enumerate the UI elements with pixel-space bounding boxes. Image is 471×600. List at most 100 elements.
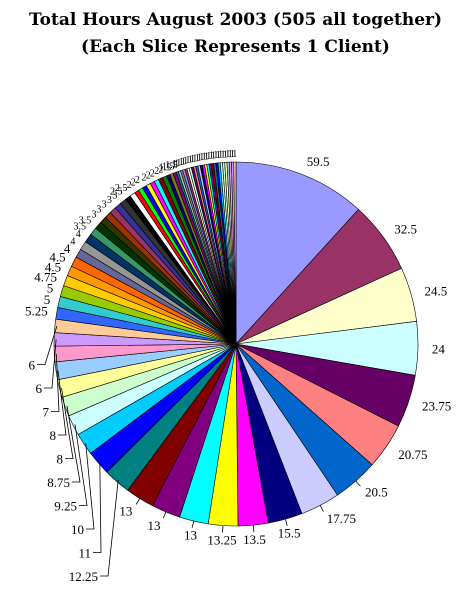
slice-value-label: 17.75 [327, 511, 356, 526]
leader-line [51, 353, 60, 412]
slice-value-label: 2 [127, 180, 132, 191]
leader-line [74, 424, 88, 506]
leader-line [252, 525, 255, 533]
slice-value-label: 13 [148, 518, 161, 533]
slice-value-label: 1 [232, 149, 237, 160]
slice-value-label: 59.5 [307, 154, 330, 169]
slice-value-label: 1 [172, 159, 177, 170]
slice-value-label: 13 [119, 503, 132, 518]
slice-value-label: 8.75 [47, 475, 70, 490]
chart-title: Total Hours August 2003 (505 all togethe… [28, 10, 443, 30]
leader-line [93, 461, 102, 553]
slice-value-label: 13.25 [207, 533, 236, 548]
slice-value-label: 4 [70, 237, 75, 248]
slice-value-label: 1 [197, 153, 202, 164]
slice-value-label: 1 [195, 153, 200, 164]
slice-value-label: 23.75 [422, 399, 451, 414]
slice-value-label: 3 [107, 195, 112, 206]
slice-value-label: 2 [131, 177, 136, 188]
slice-value-label: 1 [179, 157, 184, 168]
slice-value-label: 9.25 [54, 499, 77, 514]
slice-value-label: 1 [206, 151, 211, 162]
slice-value-label: 1 [185, 155, 190, 166]
slice-value-label: 3 [92, 210, 97, 221]
slice-value-label: 2 [142, 173, 147, 184]
slice-value-label: 1 [202, 152, 207, 163]
slice-value-label: 1 [204, 151, 209, 162]
slice-value-label: 1 [218, 150, 223, 161]
slice-value-label: 3 [96, 205, 101, 216]
slice-value-label: 1 [190, 154, 195, 165]
slice-value-label: 24.5 [425, 283, 448, 298]
leader-line [44, 339, 57, 389]
slice-value-label: 1 [181, 156, 186, 167]
slice-value-label: 2 [150, 168, 155, 179]
chart-subtitle: (Each Slice Represents 1 Client) [81, 37, 390, 57]
slice-value-label: 1 [213, 150, 218, 161]
slice-value-label: 1 [199, 152, 204, 163]
slice-value-label: 4.75 [34, 269, 57, 284]
leader-line [100, 480, 119, 577]
slice-value-label: 10 [71, 522, 84, 537]
slice-value-label: 13.5 [243, 532, 266, 547]
slice-value-label: 3.5 [74, 222, 87, 233]
slice-value-label: 1.5 [162, 161, 175, 172]
slice-value-label: 2 [159, 164, 164, 175]
leader-line [285, 519, 288, 527]
slice-value-label: 11 [78, 546, 91, 561]
slice-value-label: 1 [221, 149, 226, 160]
slice-value-label: 1 [216, 150, 221, 161]
slice-value-label: 1 [188, 155, 193, 166]
slice-value-label: 4 [76, 229, 81, 240]
leader-line [162, 511, 167, 519]
slice-value-label: 20.5 [365, 485, 388, 500]
slice-value-label: 6 [29, 358, 36, 373]
pie-slice [235, 161, 359, 345]
leader-line [355, 480, 361, 487]
slice-value-label: 1 [225, 149, 230, 160]
slice-value-label: 2.5 [115, 183, 128, 194]
leader-line [85, 442, 95, 530]
slice-value-label: 1 [211, 150, 216, 161]
slice-value-label: 2.5 [110, 186, 123, 197]
slice-value-label: 1 [223, 149, 228, 160]
slice-value-label: 2 [146, 170, 151, 181]
slice-value-label: 3.5 [79, 215, 92, 226]
slice-value-label: 1 [209, 151, 214, 162]
leader-line [191, 520, 195, 528]
leader-line [319, 505, 324, 512]
leader-line [57, 370, 67, 436]
slice-value-label: 1 [228, 149, 233, 160]
slice-value-label: 20.75 [398, 447, 427, 462]
slice-value-label: 1.5 [159, 163, 172, 174]
slice-value-label: 1 [230, 149, 235, 160]
slice-value-label: 1 [192, 154, 197, 165]
slice-value-label: 32.5 [394, 221, 417, 236]
slice-value-label: 1 [183, 156, 188, 167]
slice-value-label: 4.5 [49, 250, 65, 265]
leader-line [61, 388, 74, 459]
slice-value-label: 1.5 [165, 160, 178, 171]
slice-value-label: 2 [135, 175, 140, 186]
leader-line [66, 405, 81, 483]
slice-value-label: 13 [184, 528, 197, 543]
slice-value-label: 3 [112, 190, 117, 201]
slice-value-label: 5 [47, 280, 54, 295]
slice-value-label: 5 [44, 292, 51, 307]
leader-line [37, 325, 58, 365]
slice-value-label: 3 [102, 200, 107, 211]
slice-value-label: 5.25 [25, 304, 48, 319]
leader-line [222, 525, 224, 533]
slice-value-label: 8 [57, 452, 64, 467]
slice-value-label: 6 [36, 381, 43, 396]
slice-value-label: 1 [176, 158, 181, 169]
slice-value-label: 12.25 [69, 569, 98, 584]
slice-value-label: 24 [432, 342, 446, 357]
slice-value-label: 4 [64, 241, 71, 256]
slice-value-label: 8 [50, 428, 57, 443]
slice-value-label: 4.5 [45, 259, 61, 274]
slice-value-label: 1 [174, 159, 179, 170]
slice-value-label: 7 [43, 405, 50, 420]
